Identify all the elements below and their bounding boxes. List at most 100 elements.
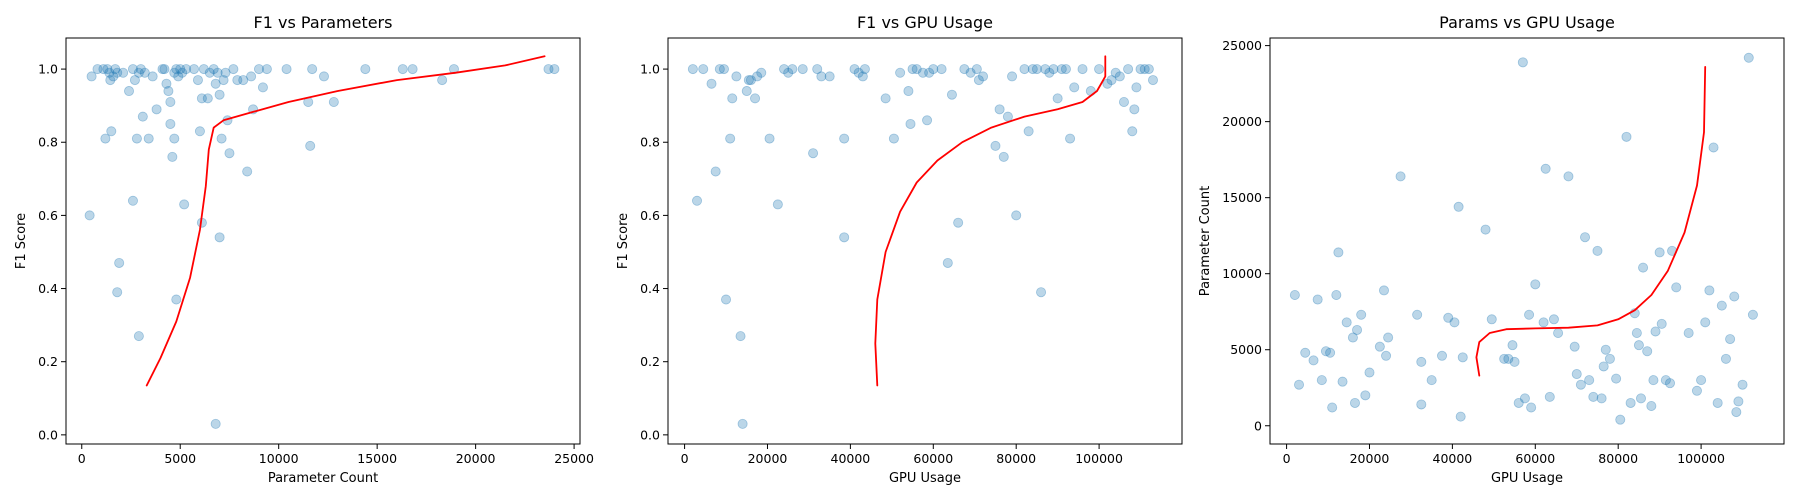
data-point-2-68 [1048, 64, 1059, 75]
y-tick-label-1-4: 0.8 [38, 135, 58, 150]
x-tick-label-3-4: 80000 [1598, 451, 1638, 466]
data-point-1-71 [261, 64, 272, 75]
data-point-3-97 [1747, 309, 1758, 320]
data-point-1-4 [102, 64, 113, 75]
data-point-3-57 [1588, 391, 1599, 402]
data-point-3-19 [1374, 341, 1385, 352]
data-point-2-25 [808, 148, 819, 159]
data-point-1-16 [127, 64, 138, 75]
chart-title-1: F1 vs Parameters [254, 13, 393, 32]
data-point-1-76 [318, 71, 329, 82]
data-point-1-25 [151, 104, 162, 115]
data-point-2-59 [1007, 71, 1018, 82]
data-point-1-80 [407, 64, 418, 75]
data-point-3-5 [1316, 375, 1327, 386]
data-point-1-69 [253, 64, 264, 75]
data-point-2-79 [1110, 67, 1121, 78]
data-point-3-87 [1708, 142, 1719, 153]
data-point-2-38 [903, 86, 914, 97]
data-point-2-52 [971, 64, 982, 75]
data-point-3-92 [1729, 291, 1740, 302]
data-point-2-42 [917, 67, 928, 78]
data-point-1-36 [169, 67, 180, 78]
data-point-2-39 [905, 118, 916, 129]
data-point-2-70 [1056, 64, 1067, 75]
data-point-3-82 [1683, 327, 1694, 338]
data-point-1-83 [543, 64, 554, 75]
plot-area-2 [667, 37, 1183, 445]
data-point-1-2 [98, 64, 109, 75]
data-point-1-59 [224, 148, 235, 159]
data-point-1-34 [167, 151, 178, 162]
data-point-3-10 [1333, 247, 1344, 258]
data-point-1-1 [92, 64, 103, 75]
data-point-3-94 [1733, 396, 1744, 407]
data-point-2-9 [727, 93, 738, 104]
data-point-2-53 [973, 75, 984, 86]
data-point-2-30 [839, 232, 850, 243]
data-point-2-57 [998, 151, 1009, 162]
data-point-3-53 [1571, 369, 1582, 380]
data-point-1-0 [86, 71, 97, 82]
data-point-2-76 [1094, 64, 1105, 75]
data-point-3-79 [1665, 378, 1676, 389]
data-point-3-31 [1453, 201, 1464, 212]
data-point-3-64 [1615, 414, 1626, 425]
data-point-2-8 [725, 133, 736, 144]
data-point-3-17 [1360, 390, 1371, 401]
data-point-2-17 [752, 71, 763, 82]
data-point-3-12 [1341, 317, 1352, 328]
data-point-2-20 [772, 199, 783, 210]
data-point-2-34 [859, 64, 870, 75]
data-point-2-88 [1143, 64, 1154, 75]
data-point-3-7 [1325, 347, 1336, 358]
data-point-2-78 [1106, 75, 1117, 86]
data-point-1-67 [246, 71, 257, 82]
data-point-3-8 [1327, 402, 1338, 413]
data-point-1-62 [210, 418, 221, 429]
data-point-3-27 [1426, 375, 1437, 386]
data-point-2-80 [1114, 71, 1125, 82]
data-point-2-5 [714, 64, 725, 75]
data-point-3-70 [1635, 393, 1646, 404]
x-axis-label-3: GPU Usage [1491, 471, 1563, 486]
y-tick-label-2-0: 0.0 [640, 427, 660, 442]
data-point-1-33 [165, 118, 176, 129]
y-tick-label-1-1: 0.2 [38, 354, 58, 369]
data-point-3-71 [1638, 262, 1649, 273]
data-point-1-46 [194, 126, 205, 137]
data-point-1-43 [179, 199, 190, 210]
x-tick-label-1-3: 15000 [357, 451, 397, 466]
trend-line-3 [1475, 66, 1707, 377]
data-point-3-84 [1696, 375, 1707, 386]
data-point-1-72 [281, 64, 292, 75]
data-point-2-23 [787, 64, 798, 75]
data-point-2-32 [853, 67, 864, 78]
data-point-1-20 [135, 64, 146, 75]
data-point-1-9 [110, 64, 121, 75]
y-tick-label-1-0: 0.0 [38, 427, 58, 442]
data-point-2-84 [1129, 104, 1140, 115]
data-point-2-1 [692, 195, 703, 206]
data-point-2-24 [797, 64, 808, 75]
data-point-3-61 [1600, 344, 1611, 355]
data-point-2-72 [1065, 133, 1076, 144]
y-axis-label-2: F1 Score [616, 213, 631, 269]
data-point-3-75 [1650, 326, 1661, 337]
y-tick-label-2-3: 0.6 [640, 208, 660, 223]
data-point-2-46 [936, 64, 947, 75]
data-point-3-23 [1395, 171, 1406, 182]
data-point-3-91 [1725, 334, 1736, 345]
y-tick-label-1-5: 1.0 [38, 62, 58, 77]
data-point-2-64 [1031, 64, 1042, 75]
data-point-2-19 [764, 133, 775, 144]
data-point-2-62 [1023, 126, 1034, 137]
data-point-1-57 [220, 67, 231, 78]
data-point-1-74 [305, 140, 316, 151]
data-point-1-66 [242, 166, 253, 177]
data-point-3-60 [1598, 361, 1609, 372]
data-point-2-63 [1027, 64, 1038, 75]
x-tick-label-2-2: 40000 [831, 451, 871, 466]
data-point-1-49 [202, 93, 213, 104]
data-point-3-83 [1691, 385, 1702, 396]
